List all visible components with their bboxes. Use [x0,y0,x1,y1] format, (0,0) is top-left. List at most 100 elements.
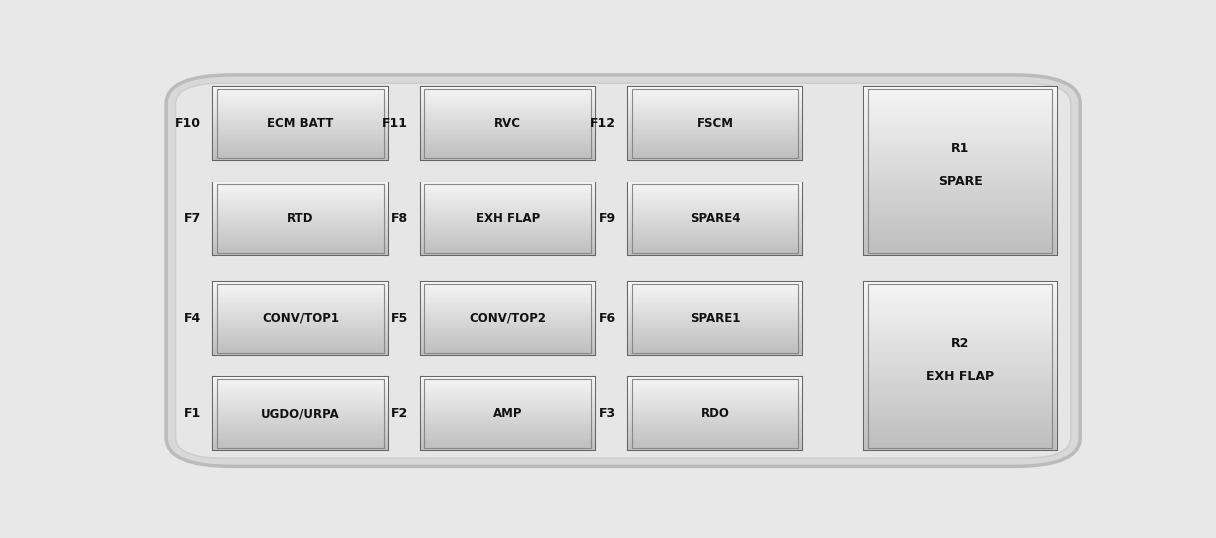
Bar [627,208,803,210]
Bar [627,386,803,388]
Bar [863,295,1057,299]
Bar [627,332,803,335]
Bar [213,307,388,309]
Bar [213,327,388,329]
Bar [421,303,595,306]
Bar [213,193,388,195]
Bar [627,184,803,186]
Bar [627,110,803,113]
Bar [627,377,803,379]
Bar [627,422,803,424]
Text: CONV/TOP1: CONV/TOP1 [261,312,339,325]
Bar [863,98,1057,101]
Text: SPARE4: SPARE4 [689,213,741,225]
Bar [213,293,388,295]
Bar [421,377,595,379]
Bar [627,400,803,403]
Bar [421,412,595,414]
Bar [627,393,803,395]
Bar [863,337,1057,341]
Bar [627,156,803,158]
Bar [863,115,1057,118]
Text: EXH FLAP: EXH FLAP [927,370,995,383]
Bar [627,334,803,336]
Bar [213,143,388,145]
Bar [213,380,388,383]
Bar [421,384,595,386]
Bar [213,390,388,392]
Bar [421,213,595,215]
Bar [421,154,595,156]
FancyBboxPatch shape [421,282,595,355]
Bar [421,215,595,217]
Bar [863,213,1057,216]
Bar [213,345,388,348]
Bar [627,327,803,329]
Bar [421,302,595,304]
Bar [627,291,803,293]
Bar [863,160,1057,163]
Bar [213,186,388,188]
Bar [213,188,388,190]
Bar [863,315,1057,318]
Bar [863,132,1057,135]
Bar [213,118,388,120]
Bar [213,130,388,133]
Bar [421,204,595,206]
Bar [421,253,595,255]
Bar [627,145,803,147]
Text: UGDO/URPA: UGDO/URPA [261,407,339,420]
Bar [213,215,388,217]
Bar [213,139,388,141]
Bar [627,119,803,122]
Bar [421,330,595,333]
Bar [863,129,1057,132]
Bar [213,148,388,151]
Bar [421,246,595,248]
Bar [421,429,595,431]
Bar [627,289,803,291]
Bar [627,339,803,342]
Bar [421,343,595,345]
Bar [213,352,388,355]
Bar [863,444,1057,447]
Bar [627,125,803,127]
Bar [421,287,595,289]
Bar [863,165,1057,168]
Bar [627,202,803,204]
Bar [627,114,803,116]
Bar [863,230,1057,233]
Bar [627,318,803,320]
Bar [421,380,595,383]
Bar [863,90,1057,93]
FancyBboxPatch shape [213,282,388,355]
Bar [421,199,595,201]
Bar [863,416,1057,419]
Bar [421,438,595,441]
Bar [627,182,803,185]
Bar [213,422,388,424]
Bar [421,244,595,246]
Bar [627,323,803,325]
Bar [213,197,388,199]
Bar [863,307,1057,310]
Bar [627,307,803,309]
Bar [213,195,388,197]
Bar [863,360,1057,363]
Bar [213,377,388,379]
Bar [421,134,595,136]
Bar [213,242,388,244]
Bar [627,316,803,318]
Bar [421,127,595,129]
Bar [213,349,388,351]
Bar [863,427,1057,430]
Bar [421,139,595,141]
Bar [421,437,595,439]
Bar [213,392,388,394]
Bar [627,100,803,102]
Bar [213,322,388,324]
Bar [213,102,388,104]
Bar [213,238,388,240]
Bar [627,215,803,217]
Bar [213,220,388,223]
